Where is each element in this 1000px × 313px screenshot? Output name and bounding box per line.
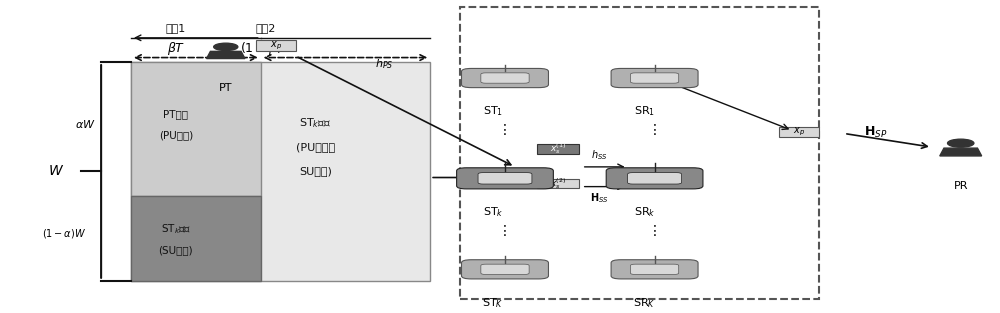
Text: $\mathbf{H}_{SS}$: $\mathbf{H}_{SS}$: [590, 192, 609, 205]
Text: $x_p$: $x_p$: [793, 126, 805, 138]
Text: $(1-\alpha)W$: $(1-\alpha)W$: [42, 227, 86, 240]
FancyBboxPatch shape: [537, 144, 579, 153]
FancyBboxPatch shape: [478, 173, 532, 184]
Text: PR: PR: [953, 181, 968, 191]
FancyBboxPatch shape: [481, 73, 529, 83]
Text: SU数据): SU数据): [299, 167, 332, 177]
Text: ST$_1$: ST$_1$: [483, 105, 503, 118]
Text: $h_{PS}$: $h_{PS}$: [375, 57, 394, 70]
Text: $\alpha W$: $\alpha W$: [75, 118, 96, 131]
Text: $x_s^{(2)}$: $x_s^{(2)}$: [550, 176, 566, 191]
FancyBboxPatch shape: [481, 264, 529, 275]
Text: PT发送: PT发送: [163, 109, 188, 119]
Text: ST$_k$: ST$_k$: [483, 205, 503, 219]
Polygon shape: [207, 51, 245, 59]
FancyBboxPatch shape: [462, 260, 548, 279]
FancyBboxPatch shape: [462, 69, 548, 88]
Bar: [131, 62, 430, 281]
Text: $x_p$: $x_p$: [270, 39, 282, 52]
FancyBboxPatch shape: [630, 73, 679, 83]
FancyBboxPatch shape: [779, 127, 819, 137]
Text: 阶段1: 阶段1: [166, 23, 186, 33]
Text: ⋮: ⋮: [648, 123, 662, 137]
Text: ST$_k$发送: ST$_k$发送: [299, 116, 332, 130]
Bar: [460, 8, 819, 299]
FancyBboxPatch shape: [457, 168, 553, 189]
FancyBboxPatch shape: [611, 260, 698, 279]
FancyBboxPatch shape: [256, 40, 296, 51]
Text: $\mathbf{H}_{SP}$: $\mathbf{H}_{SP}$: [864, 124, 887, 140]
Text: $(1-\beta)T$: $(1-\beta)T$: [240, 40, 291, 57]
FancyBboxPatch shape: [606, 168, 703, 189]
Circle shape: [948, 139, 974, 147]
Text: PT: PT: [219, 83, 233, 93]
Text: (SU数据): (SU数据): [159, 245, 193, 255]
Text: $\beta T$: $\beta T$: [167, 40, 185, 57]
Text: (PU数据): (PU数据): [159, 130, 193, 140]
Text: ⋮: ⋮: [498, 123, 512, 137]
FancyBboxPatch shape: [537, 179, 579, 188]
Text: $W$: $W$: [48, 164, 64, 178]
Bar: [131, 196, 261, 281]
Text: ST$_k$发送: ST$_k$发送: [161, 222, 191, 236]
Text: ST$_K$: ST$_K$: [482, 296, 504, 310]
FancyBboxPatch shape: [630, 264, 679, 275]
FancyBboxPatch shape: [611, 69, 698, 88]
Text: SR$_k$: SR$_k$: [634, 205, 655, 219]
Text: SR$_K$: SR$_K$: [633, 296, 656, 310]
Text: 阶段2: 阶段2: [255, 23, 276, 33]
Text: $h_{SS}$: $h_{SS}$: [591, 149, 608, 162]
FancyBboxPatch shape: [628, 173, 681, 184]
Text: ⋮: ⋮: [498, 224, 512, 238]
Text: (PU数据，: (PU数据，: [296, 142, 335, 152]
Text: $x_s^{(1)}$: $x_s^{(1)}$: [550, 141, 566, 156]
Polygon shape: [940, 148, 982, 156]
Text: SR$_1$: SR$_1$: [634, 105, 655, 118]
Bar: [131, 62, 261, 196]
Text: ⋮: ⋮: [648, 224, 662, 238]
Circle shape: [214, 43, 238, 50]
